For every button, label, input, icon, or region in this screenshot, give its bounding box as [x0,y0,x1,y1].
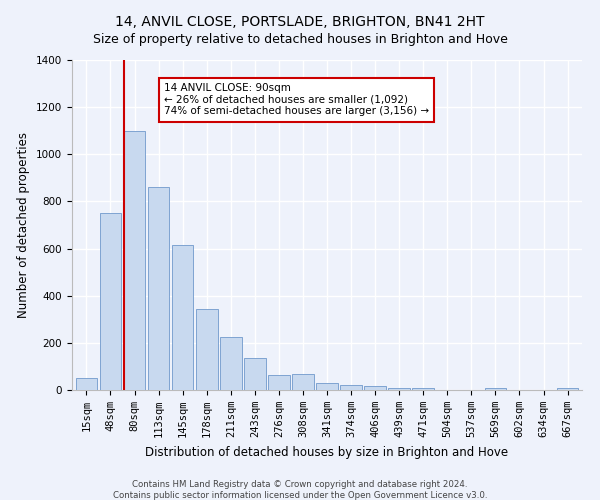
Bar [412,388,434,390]
Text: 14 ANVIL CLOSE: 90sqm
← 26% of detached houses are smaller (1,092)
74% of semi-d: 14 ANVIL CLOSE: 90sqm ← 26% of detached … [164,83,429,116]
Bar [220,337,242,390]
Text: 14, ANVIL CLOSE, PORTSLADE, BRIGHTON, BN41 2HT: 14, ANVIL CLOSE, PORTSLADE, BRIGHTON, BN… [115,15,485,29]
Y-axis label: Number of detached properties: Number of detached properties [17,132,31,318]
Text: Size of property relative to detached houses in Brighton and Hove: Size of property relative to detached ho… [92,32,508,46]
Bar [76,378,97,390]
Bar [172,245,193,390]
Bar [100,213,121,390]
Bar [196,308,218,390]
Bar [124,130,145,390]
Bar [244,358,266,390]
Bar [292,374,314,390]
Bar [148,188,169,390]
Bar [268,374,290,390]
Bar [557,388,578,390]
Bar [340,386,362,390]
Bar [388,388,410,390]
X-axis label: Distribution of detached houses by size in Brighton and Hove: Distribution of detached houses by size … [145,446,509,458]
Text: Contains HM Land Registry data © Crown copyright and database right 2024.
Contai: Contains HM Land Registry data © Crown c… [113,480,487,500]
Bar [364,386,386,390]
Bar [485,388,506,390]
Bar [316,383,338,390]
